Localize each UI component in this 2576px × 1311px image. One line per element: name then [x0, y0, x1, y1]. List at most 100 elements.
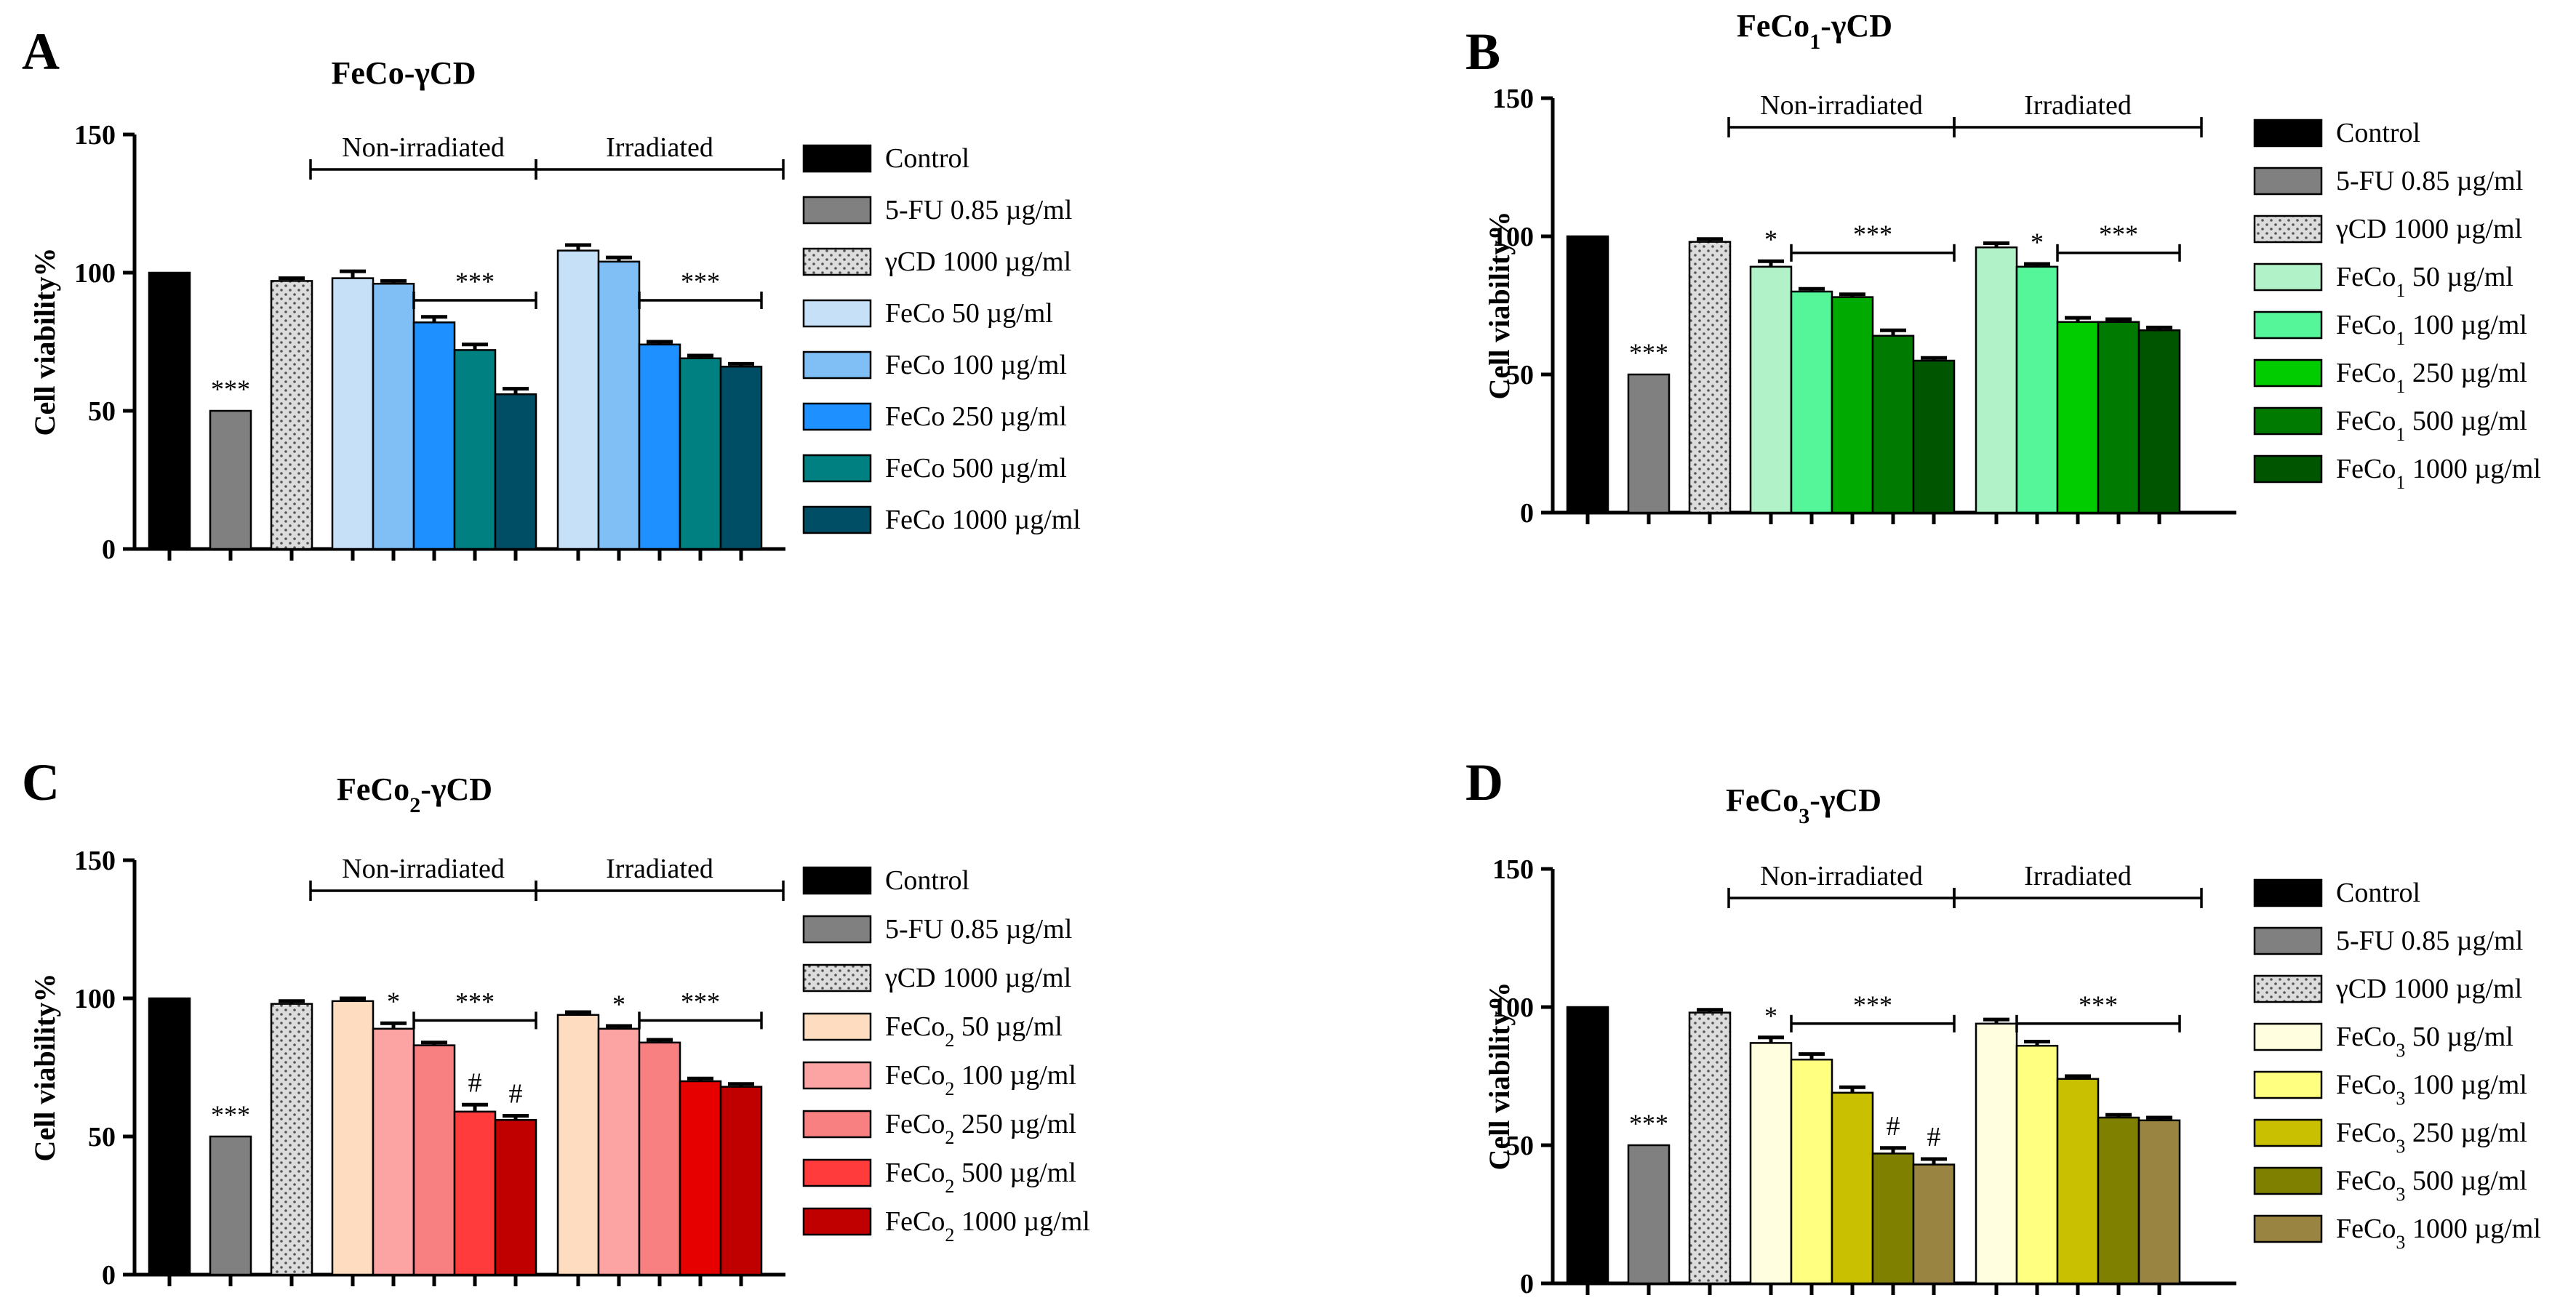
chart-title-subscript: 1 [1809, 30, 1820, 54]
y-axis-label: Cell viability% [1483, 982, 1516, 1171]
legend-swatch [802, 963, 872, 993]
legend-label: FeCo2 100 µg/ml [885, 1060, 1076, 1099]
legend-label-subscript: 2 [945, 1030, 954, 1051]
significance-mark: *** [211, 1100, 250, 1129]
legend-swatch [2253, 167, 2323, 196]
y-tick-label: 50 [1506, 360, 1534, 390]
significance-label: *** [455, 987, 495, 1016]
group-label: Irradiated [2024, 90, 2132, 121]
significance-label: *** [1853, 990, 1892, 1019]
legend-label-part: 50 µg/ml [2405, 1022, 2513, 1052]
legend-label: FeCo1 100 µg/ml [2336, 310, 2527, 349]
legend-swatch [802, 247, 872, 276]
y-axis-label: Cell viability% [28, 974, 61, 1162]
legend-label-subscript: 1 [2396, 472, 2405, 493]
significance-mark: # [1887, 1111, 1900, 1142]
bar [2015, 265, 2059, 514]
chart-title-part: -γCD [1809, 782, 1881, 818]
legend-swatch [802, 454, 872, 483]
legend-label-part: 250 µg/ml [2405, 358, 2527, 388]
panel-label: C [22, 753, 60, 811]
legend-label-subscript: 3 [2396, 1136, 2405, 1157]
legend-label: FeCo3 500 µg/ml [2336, 1166, 2527, 1205]
chart-title-subscript: 3 [1799, 804, 1809, 828]
group-label: Non-irradiated [1760, 861, 1923, 891]
bar [1688, 241, 1732, 514]
bar [2056, 321, 2100, 514]
legend-label-subscript: 1 [2396, 376, 2405, 397]
chart-title-part: FeCo [1737, 8, 1809, 44]
legend-label: 5-FU 0.85 µg/ml [2336, 166, 2523, 196]
bar [638, 343, 681, 550]
legend-label-part: 1000 µg/ml [2405, 1214, 2541, 1244]
chart-title-part: -γCD [1820, 8, 1892, 44]
bar [453, 1110, 497, 1276]
significance-mark: * [612, 990, 625, 1019]
legend-swatch [2253, 358, 2323, 388]
group-label: Irradiated [606, 132, 713, 163]
legend-label-part: 100 µg/ml [2405, 1070, 2527, 1100]
chart-panel-a: A FeCo-γCD Cell viability% 0 50 100 150 *** Non-… [22, 23, 1081, 565]
y-tick-label: 100 [1492, 993, 1534, 1023]
panel-label: B [1465, 23, 1500, 81]
bar [679, 357, 722, 550]
y-axis-label: Cell viability% [1483, 212, 1516, 400]
legend-label-part: FeCo [885, 1011, 945, 1042]
y-tick-label: 0 [1520, 1269, 1534, 1299]
significance-label: *** [681, 987, 720, 1016]
legend-label-part: FeCo [2336, 358, 2396, 388]
chart-title: FeCo-γCD [332, 55, 476, 91]
legend-label: FeCo2 50 µg/ml [885, 1011, 1063, 1051]
legend-swatch [2253, 1118, 2323, 1147]
bar [453, 349, 497, 550]
bar [1749, 1042, 1793, 1285]
legend-swatch [802, 1012, 872, 1041]
legend-label: γCD 1000 µg/ml [884, 246, 1071, 277]
significance-mark: * [2031, 228, 2044, 257]
bar [638, 1041, 681, 1276]
legend-swatch [802, 1158, 872, 1187]
significance-label: *** [455, 267, 495, 296]
bar [719, 365, 763, 550]
legend-label-part: FeCo [885, 1158, 945, 1188]
legend-swatch [2253, 974, 2323, 1003]
legend-label-subscript: 3 [2396, 1040, 2405, 1061]
legend-label-subscript: 3 [2396, 1184, 2405, 1205]
legend-label: FeCo 1000 µg/ml [885, 505, 1081, 535]
legend-label-part: FeCo [2336, 310, 2396, 340]
legend-label-part: 500 µg/ml [2405, 1166, 2527, 1196]
legend-swatch [802, 505, 872, 534]
bar [494, 393, 537, 550]
legend-swatch [2253, 1166, 2323, 1195]
bar [597, 260, 641, 550]
legend-swatch [2253, 119, 2323, 148]
legend-swatch [802, 196, 872, 225]
bar [2097, 1116, 2140, 1285]
significance-mark: * [387, 987, 400, 1016]
bar [1627, 1144, 1671, 1285]
legend-swatch [802, 350, 872, 380]
bar [372, 1027, 415, 1276]
legend-label-part: FeCo [2336, 406, 2396, 436]
legend-label-part: FeCo [2336, 1118, 2396, 1148]
panel-label: D [1465, 753, 1503, 811]
chart-title-subscript: 2 [409, 793, 420, 817]
y-tick-label: 50 [88, 1122, 116, 1152]
legend-swatch [802, 915, 872, 944]
bar [412, 321, 456, 550]
bar [1627, 373, 1671, 514]
legend-label: FeCo 50 µg/ml [885, 298, 1053, 329]
bar [331, 277, 375, 550]
bar [2137, 1119, 2181, 1285]
legend-swatch [802, 402, 872, 431]
legend-swatch [802, 144, 872, 173]
bar [209, 409, 252, 550]
legend-swatch [2253, 1022, 2323, 1051]
legend-label-subscript: 2 [945, 1176, 954, 1197]
legend-label-part: FeCo [2336, 1022, 2396, 1052]
bar [1831, 296, 1874, 514]
legend-label-part: FeCo [2336, 1070, 2396, 1100]
bar [556, 1014, 600, 1276]
significance-mark: * [1764, 1001, 1777, 1030]
